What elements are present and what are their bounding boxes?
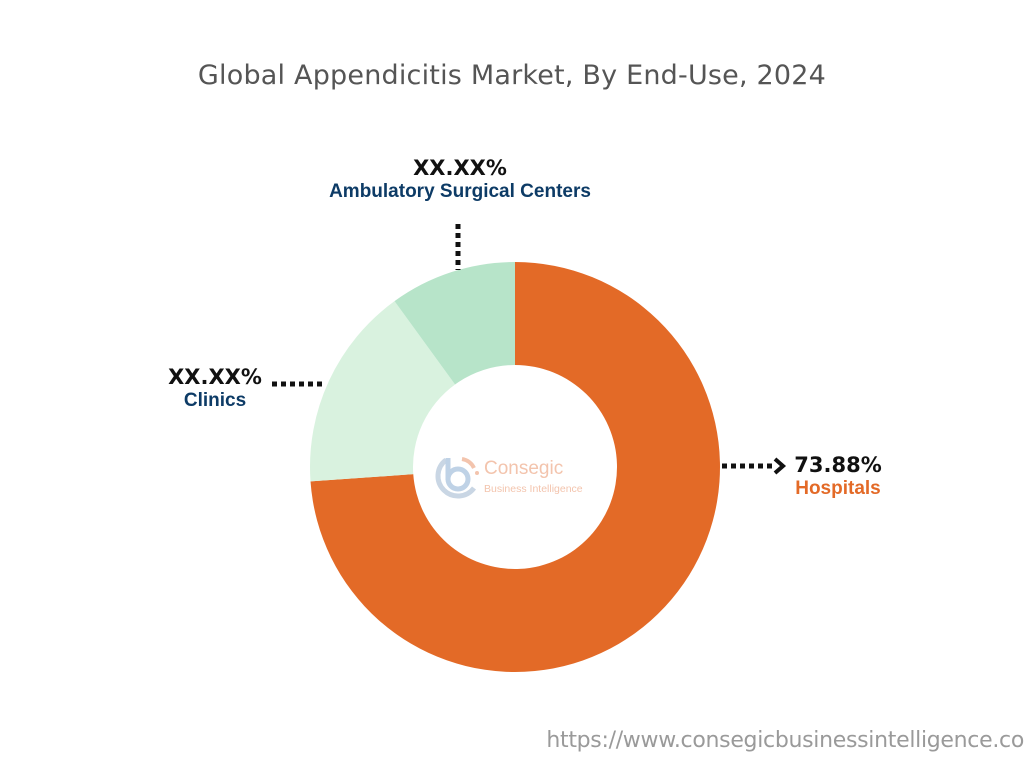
chart-title: Global Appendicitis Market, By End-Use, … [197, 60, 827, 91]
donut-slices [309, 262, 720, 672]
slice-clinics [309, 301, 456, 482]
logo-tagline: Business Intelligence [484, 483, 583, 495]
asc-percentage: XX.XX% [413, 156, 507, 180]
consegic-logo-icon [435, 457, 479, 499]
watermark-logo: Consegic Business Intelligence [434, 452, 604, 502]
logo-name: Consegic [484, 458, 564, 479]
asc-name: Ambulatory Surgical Centers [329, 181, 591, 203]
source-url: https://www.consegicbusinessintelligence… [546, 728, 1024, 753]
arrow-head-icon [773, 457, 787, 475]
hospitals-name: Hospitals [795, 478, 881, 500]
slice-ambulatory-surgical-centers [394, 262, 515, 385]
slice-hospitals [310, 262, 720, 672]
clinics-name: Clinics [183, 390, 247, 412]
label-hospitals: 73.88% Hospitals [786, 453, 890, 501]
label-ambulatory-surgical-centers: XX.XX% Ambulatory Surgical Centers [300, 156, 620, 204]
label-clinics: XX.XX% Clinics [160, 365, 270, 413]
clinics-percentage: XX.XX% [168, 365, 262, 389]
hospitals-percentage: 73.88% [794, 453, 882, 477]
